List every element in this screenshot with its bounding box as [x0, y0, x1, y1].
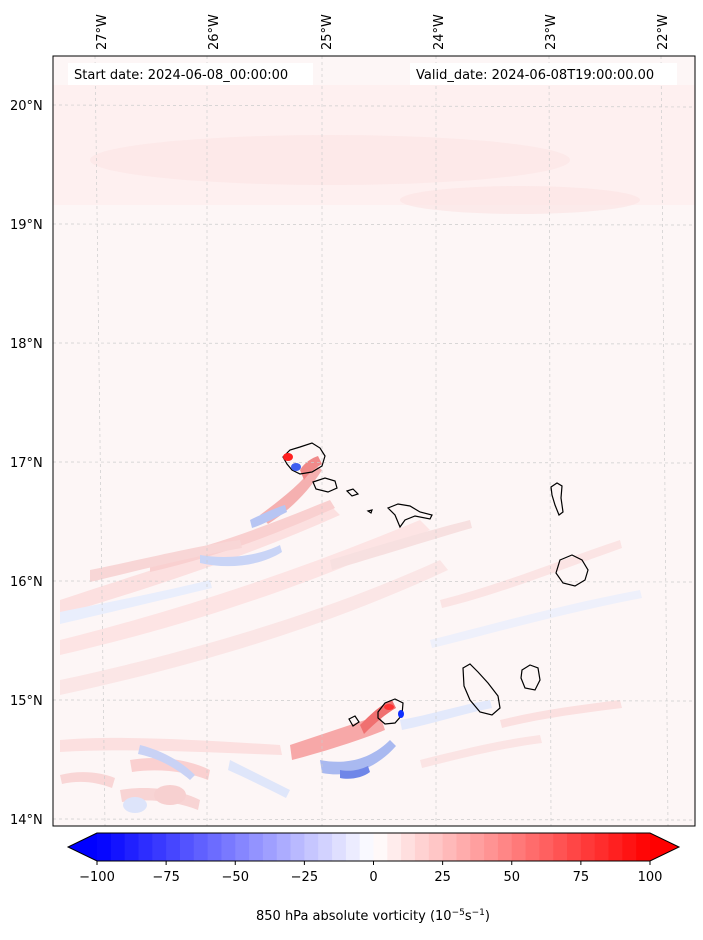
colorbar-label-mid: s [465, 909, 472, 924]
colorbar-tick-label: −50 [222, 870, 249, 885]
island-maio [520, 664, 541, 691]
colorbar-tick-label: 75 [573, 870, 590, 885]
colorbar-tick-label: 100 [638, 870, 663, 885]
colorbar-segment [484, 833, 499, 861]
colorbar-segment [249, 833, 264, 861]
colorbar-segment [359, 833, 375, 861]
island-vorticity-cores [283, 453, 404, 718]
lat-label: 15°N [10, 694, 43, 709]
colorbar-label-suffix: ) [485, 909, 490, 924]
colorbar-segment [525, 833, 540, 861]
colorbar-tick-label: 50 [503, 870, 520, 885]
lon-label: 26°W [207, 14, 222, 50]
lat-label: 17°N [10, 456, 43, 471]
island-boa-vista [555, 554, 589, 587]
vorticity-field [53, 85, 695, 813]
latitude-labels: 20°N 19°N 18°N 17°N 16°N 15°N 14°N [10, 99, 43, 828]
valid-date-box [410, 63, 677, 85]
colorbar-segment [124, 833, 140, 861]
island-branco [366, 509, 373, 514]
colorbar: −100 −75 −50 −25 0 25 50 75 100 850 hPa absolute… [66, 832, 681, 924]
colorbar-segment [373, 833, 388, 861]
island-santiago [462, 663, 501, 716]
lat-label: 14°N [10, 813, 43, 828]
colorbar-segment [497, 833, 513, 861]
colorbar-segment [304, 833, 319, 861]
colorbar-segment [290, 833, 305, 861]
valid-date-text: Valid_date: 2024-06-08T19:00:00.00 [416, 68, 654, 83]
lat-label: 19°N [10, 218, 43, 233]
colorbar-segment [276, 833, 292, 861]
island-santo-antao [282, 442, 326, 475]
lat-label: 18°N [10, 337, 43, 352]
colorbar-label: 850 hPa absolute vorticity (10−5s−1) [256, 908, 490, 924]
coastlines [282, 442, 589, 727]
colorbar-segment [262, 833, 278, 861]
colorbar-segment [207, 833, 223, 861]
colorbar-tick-label: 0 [369, 870, 377, 885]
colorbar-segment [428, 833, 444, 861]
lon-label: 27°W [95, 14, 110, 50]
lon-label: 22°W [656, 14, 671, 50]
island-sal [550, 482, 564, 516]
colorbar-segment [456, 833, 471, 861]
lon-label: 23°W [544, 14, 559, 50]
colorbar-segment [580, 833, 596, 861]
map-frame [52, 55, 696, 827]
colorbar-segment [138, 833, 153, 861]
colorbar-tick-label: −75 [152, 870, 179, 885]
colorbar-segment [166, 833, 181, 861]
colorbar-segment [179, 833, 195, 861]
colorbar-high-extension [650, 833, 679, 861]
colorbar-ticks: −100 −75 −50 −25 0 25 50 75 100 [79, 861, 662, 885]
colorbar-segments [97, 833, 651, 861]
colorbar-segment [511, 833, 527, 861]
lat-label: 16°N [10, 575, 43, 590]
colorbar-segment [97, 833, 112, 861]
colorbar-segment [110, 833, 126, 861]
colorbar-segment [318, 833, 333, 861]
start-date-box [68, 63, 313, 85]
colorbar-segment [235, 833, 250, 861]
colorbar-segment [442, 833, 458, 861]
colorbar-segment [401, 833, 416, 861]
colorbar-tick-label: 25 [434, 870, 451, 885]
colorbar-segment [152, 833, 167, 861]
colorbar-segment [345, 833, 361, 861]
colorbar-label-sup1: −5 [452, 908, 465, 918]
start-date-text: Start date: 2024-06-08_00:00:00 [74, 68, 288, 83]
island-sao-vicente [312, 477, 338, 493]
colorbar-segment [608, 833, 623, 861]
colorbar-segment [539, 833, 554, 861]
colorbar-segment [567, 833, 582, 861]
longitude-labels: 27°W 26°W 25°W 24°W 23°W 22°W [95, 14, 671, 50]
colorbar-segment [594, 833, 610, 861]
colorbar-segment [387, 833, 402, 861]
colorbar-segment [470, 833, 485, 861]
colorbar-label-prefix: 850 hPa absolute vorticity (10 [256, 909, 452, 924]
colorbar-segment [636, 833, 651, 861]
lon-label: 24°W [432, 14, 447, 50]
lat-label: 20°N [10, 99, 43, 114]
colorbar-tick-label: −100 [79, 870, 115, 885]
colorbar-segment [332, 833, 347, 861]
colorbar-low-extension [68, 833, 97, 861]
colorbar-segment [553, 833, 568, 861]
colorbar-segment [193, 833, 209, 861]
colorbar-segment [221, 833, 236, 861]
colorbar-label-sup2: −1 [472, 908, 485, 918]
colorbar-tick-label: −25 [291, 870, 318, 885]
colorbar-segment [414, 833, 430, 861]
lon-label: 25°W [320, 14, 335, 50]
island-brava [348, 715, 360, 727]
colorbar-segment [622, 833, 637, 861]
graticule [53, 56, 695, 826]
island-sao-nicolau [386, 503, 433, 529]
island-santa-luzia [345, 488, 360, 497]
